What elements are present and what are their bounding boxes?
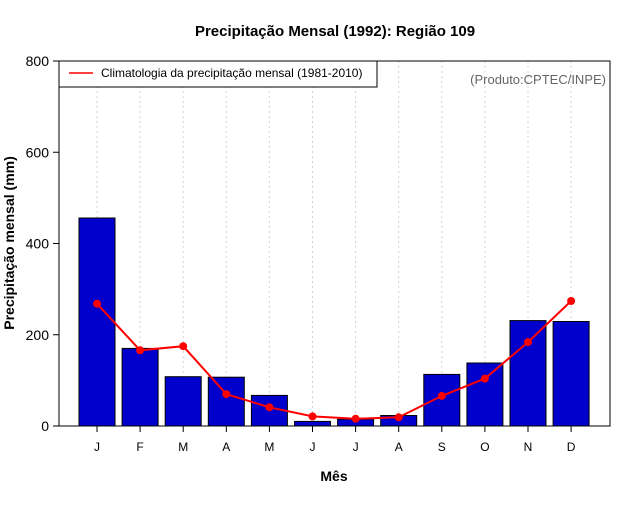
climatology-line: [93, 297, 576, 423]
y-tick-label: 800: [26, 53, 50, 69]
x-tick-label: A: [222, 440, 230, 454]
bar-8: [423, 373, 461, 427]
climatology-polyline: [96, 300, 572, 420]
legend-entry: Climatologia da precipitação mensal (198…: [101, 66, 362, 80]
x-tick-label: M: [178, 440, 188, 454]
x-axis-label: Mês: [320, 468, 347, 484]
x-tick-label: D: [567, 440, 576, 454]
bar-9: [466, 362, 504, 427]
x-tick-label: N: [524, 440, 533, 454]
chart-title: Precipitação Mensal (1992): Região 109: [195, 23, 475, 40]
y-tick-label: 200: [26, 327, 50, 343]
y-axis-label: Precipitação mensal (mm): [1, 156, 17, 330]
legend: Climatologia da precipitação mensal (198…: [58, 60, 378, 88]
climatology-point-1: [136, 346, 145, 355]
climatology-point-6: [351, 414, 360, 423]
bar-10: [509, 320, 547, 427]
bars: [78, 217, 590, 427]
climatology-point-2: [179, 342, 188, 351]
x-tick-label: J: [310, 440, 316, 454]
bar-11: [552, 321, 590, 427]
x-tick-label: F: [136, 440, 143, 454]
climatology-point-5: [308, 412, 317, 421]
x-tick-label: M: [264, 440, 274, 454]
bar-1: [121, 347, 159, 427]
climatology-point-11: [567, 297, 576, 305]
y-tick-label: 400: [26, 236, 50, 252]
climatology-point-9: [480, 374, 489, 383]
x-tick-label: J: [94, 440, 100, 454]
climatology-point-3: [222, 390, 231, 399]
legend-box: [58, 60, 378, 88]
bar-2: [164, 376, 202, 427]
x-tick-label: A: [395, 440, 403, 454]
bar-0: [78, 217, 116, 427]
bar-5: [294, 420, 331, 427]
y-tick-label: 0: [41, 418, 49, 434]
climatology-point-4: [265, 403, 274, 412]
bar-3: [207, 376, 245, 427]
climatology-point-8: [437, 391, 446, 400]
climatology-point-7: [394, 413, 403, 422]
x-tick-label: S: [438, 440, 446, 454]
climatology-point-0: [93, 299, 101, 308]
x-tick-label: J: [353, 440, 359, 454]
grid-lines: [96, 61, 572, 426]
y-axis: 0 200 400 600 800: [26, 53, 59, 434]
source-annotation: (Produto:CPTEC/INPE): [470, 72, 606, 87]
y-tick-label: 600: [26, 144, 50, 160]
climatology-point-10: [524, 338, 532, 347]
x-tick-label: O: [480, 440, 489, 454]
